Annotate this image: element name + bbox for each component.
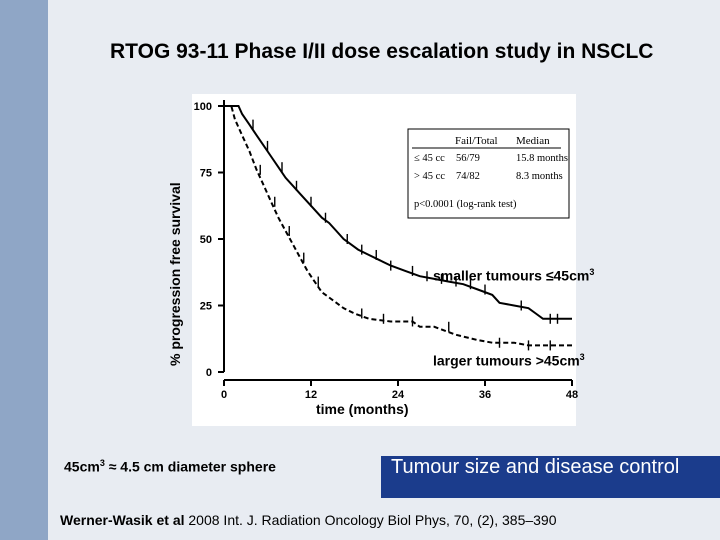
section-banner: Tumour size and disease control bbox=[381, 456, 720, 498]
legend-row-median: 15.8 months bbox=[516, 153, 568, 164]
annotation-smaller-tumours: smaller tumours ≤45cm3 bbox=[433, 267, 595, 284]
x-tick-label: 24 bbox=[392, 389, 405, 401]
legend-row-label: > 45 cc bbox=[414, 171, 445, 182]
x-tick-label: 0 bbox=[221, 389, 227, 401]
legend-box bbox=[407, 128, 570, 219]
y-tick-label: 0 bbox=[206, 367, 212, 379]
legend-header: Median bbox=[516, 135, 550, 147]
x-axis-label: time (months) bbox=[316, 401, 409, 417]
y-tick-label: 75 bbox=[200, 168, 212, 180]
y-axis-label: % progression free survival bbox=[167, 182, 183, 366]
series-line-smaller bbox=[224, 105, 572, 320]
legend-row-label: ≤ 45 cc bbox=[414, 153, 445, 164]
legend-row-fail-total: 74/82 bbox=[456, 171, 480, 182]
side-accent-bar bbox=[0, 0, 48, 540]
y-tick-label: 100 bbox=[194, 101, 212, 113]
y-tick-label: 50 bbox=[200, 234, 212, 246]
page-title: RTOG 93-11 Phase I/II dose escalation st… bbox=[110, 40, 654, 63]
x-tick-label: 12 bbox=[305, 389, 317, 401]
annotation-larger-tumours: larger tumours >45cm3 bbox=[433, 352, 585, 369]
legend-row-fail-total: 56/79 bbox=[456, 153, 480, 164]
volume-equivalence-note: 45cm3 ≈ 4.5 cm diameter sphere bbox=[64, 458, 276, 475]
y-tick-label: 25 bbox=[200, 301, 212, 313]
legend-note: p<0.0001 (log-rank test) bbox=[414, 199, 517, 210]
legend-header: Fail/Total bbox=[455, 135, 498, 147]
x-tick-label: 48 bbox=[566, 389, 578, 401]
legend-row-median: 8.3 months bbox=[516, 171, 563, 182]
citation: Werner-Wasik et al 2008 Int. J. Radiatio… bbox=[60, 512, 557, 528]
x-tick-label: 36 bbox=[479, 389, 491, 401]
